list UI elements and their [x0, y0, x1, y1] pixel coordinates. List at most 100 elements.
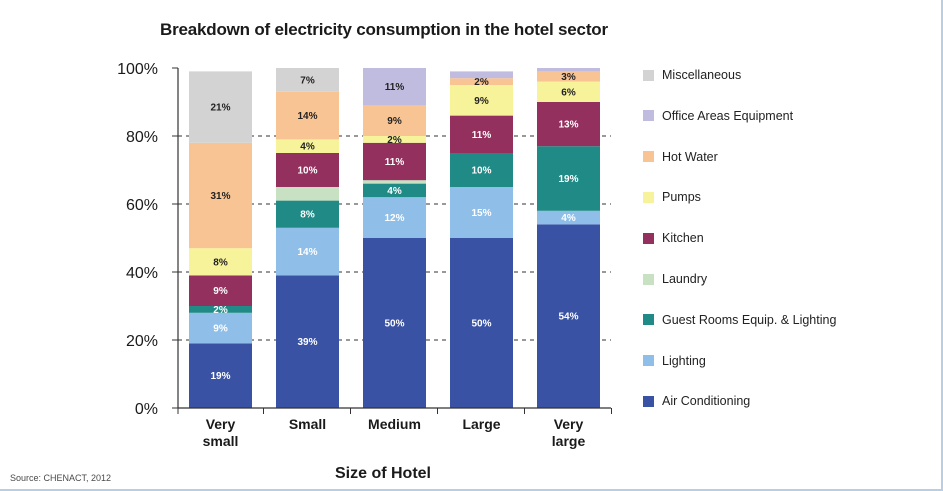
bar-segment [537, 81, 600, 102]
data-label: 14% [297, 111, 317, 122]
legend-label: Miscellaneous [662, 68, 742, 82]
legend-label: Air Conditioning [662, 394, 751, 409]
bar-segment [450, 85, 513, 116]
bar-segment [363, 197, 426, 238]
legend-item: Miscellaneous [643, 68, 741, 82]
bar-segment [450, 238, 513, 408]
data-label: 11% [472, 130, 492, 141]
bar-segment [189, 142, 252, 249]
data-label: 50% [471, 319, 491, 330]
bar-segment [537, 224, 600, 408]
bar-segment [276, 68, 339, 92]
bar-segment [189, 248, 252, 276]
x-tick-label: Large [462, 416, 500, 432]
bar-segment [189, 306, 252, 313]
legend-item: Laundry [643, 272, 707, 286]
data-label: 4% [300, 142, 315, 153]
bar-segment [276, 275, 339, 408]
legend-label: Pumps [662, 190, 701, 205]
legend-item: Pumps [643, 190, 701, 204]
legend-label: Laundry [662, 272, 708, 286]
x-tick-label: Small [289, 416, 326, 432]
data-label: 3% [561, 72, 576, 83]
legend-label: Hot Water [662, 149, 718, 164]
y-tick-label: 80% [126, 129, 158, 146]
data-label: 7% [300, 75, 315, 86]
data-label: 31% [210, 191, 230, 202]
bar-segment [537, 210, 600, 225]
bar-segment [450, 153, 513, 187]
bar-segment [189, 71, 252, 143]
data-label: 21% [210, 103, 230, 114]
data-label: 9% [213, 324, 228, 335]
data-label: 9% [474, 96, 489, 107]
data-label: 50% [384, 319, 404, 330]
bar-segment [276, 91, 339, 140]
bar-segment [450, 78, 513, 85]
legend-item: Lighting [643, 354, 706, 368]
data-label: 10% [297, 166, 317, 177]
legend-item: Office Areas Equipment [643, 109, 793, 123]
legend-label: Office Areas Equipment [662, 108, 794, 123]
data-label: 19% [558, 174, 578, 185]
bar-segment [276, 153, 339, 187]
data-label: 8% [213, 257, 228, 268]
data-label: 15% [471, 208, 491, 219]
legend-swatch [643, 110, 654, 122]
x-tick-label: small [203, 433, 239, 449]
bar-segment [189, 275, 252, 306]
legend-item: Hot Water [643, 150, 718, 164]
y-tick-label: 20% [126, 333, 158, 350]
bar-segment [276, 139, 339, 153]
bar-segment [537, 71, 600, 82]
x-axis-title: Size of Hotel [335, 465, 431, 482]
legend-item: Kitchen [643, 231, 704, 245]
bar-segment [189, 312, 252, 344]
data-label: 54% [558, 312, 578, 323]
bar-segment [450, 115, 513, 153]
bar-segment [537, 102, 600, 147]
legend-label: Lighting [662, 353, 706, 368]
data-label: 19% [210, 371, 230, 382]
chart-title: Breakdown of electricity consumption in … [160, 20, 608, 39]
y-tick-label: 0% [135, 401, 158, 418]
data-label: 11% [385, 157, 405, 168]
legend-item: Air Conditioning [643, 394, 750, 408]
bar-segment [276, 200, 339, 228]
bar-segment [363, 105, 426, 136]
bar-segment [276, 187, 339, 201]
data-label: 6% [561, 87, 576, 98]
bar-segment [450, 71, 513, 79]
bar-segment [450, 187, 513, 238]
x-tick-label: Very [206, 416, 236, 432]
legend-swatch [643, 273, 654, 285]
y-tick-label: 100% [117, 61, 158, 78]
data-label: 39% [297, 337, 317, 348]
bar-segment [363, 183, 426, 198]
bar-segment [276, 227, 339, 276]
bar-segment [537, 68, 600, 72]
legend-swatch [643, 395, 654, 407]
data-label: 12% [384, 213, 404, 224]
data-label: 2% [387, 135, 402, 146]
y-tick-label: 60% [126, 197, 158, 214]
data-label: 2% [213, 305, 228, 316]
bar-segment [363, 68, 426, 106]
data-label: 9% [387, 116, 402, 127]
legend-label: Guest Rooms Equip. & Lighting [662, 312, 837, 327]
source-note: Source: CHENACT, 2012 [10, 473, 112, 483]
legend-swatch [643, 69, 654, 81]
bar-segment [363, 142, 426, 181]
x-tick-label: Very [554, 416, 584, 432]
bar-segment [363, 180, 426, 184]
data-label: 14% [297, 247, 317, 258]
data-label: 9% [213, 286, 228, 297]
data-label: 13% [558, 120, 578, 131]
legend-swatch [643, 151, 654, 163]
bar-segment [363, 238, 426, 408]
legend-item: Guest Rooms Equip. & Lighting [643, 313, 836, 327]
x-tick-label: Medium [368, 416, 421, 432]
legend-swatch [643, 191, 654, 203]
